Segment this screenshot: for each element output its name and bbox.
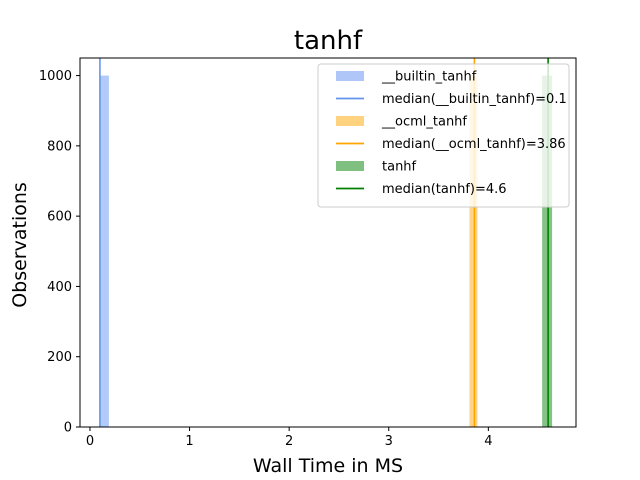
y-tick-label-5: 1000 xyxy=(39,69,72,84)
y-tick-label-4: 800 xyxy=(47,139,72,154)
histogram-bar-2-0 xyxy=(469,75,478,428)
x-tick-label-2: 2 xyxy=(285,434,293,449)
y-tick-label-1: 200 xyxy=(47,350,72,365)
legend-swatch-0 xyxy=(336,71,364,81)
legend-label-5: median(tanhf)=4.6 xyxy=(382,182,507,197)
legend-box xyxy=(317,63,570,208)
x-tick-label-4: 4 xyxy=(484,434,492,449)
histogram-bar-0-0 xyxy=(99,75,109,428)
x-tick-label-0: 0 xyxy=(86,434,94,449)
x-tick-label-3: 3 xyxy=(385,434,393,449)
y-axis-title: Observations xyxy=(9,182,31,308)
histogram-bar-4-0 xyxy=(542,75,553,428)
y-tick-label-2: 400 xyxy=(47,280,72,295)
legend-label-2: __ocml_tanhf xyxy=(381,115,467,130)
legend-label-4: tanhf xyxy=(382,160,417,175)
x-axis: 0 1 2 3 4 xyxy=(86,427,492,449)
legend-label-3: median(__ocml_tanhf)=3.86 xyxy=(382,137,566,152)
legend-label-0: __builtin_tanhf xyxy=(381,70,477,85)
axes-frame xyxy=(79,57,577,428)
x-tick-label-1: 1 xyxy=(185,434,193,449)
legend-swatch-4 xyxy=(336,161,364,171)
legend-label-1: median(__builtin_tanhf)=0.1 xyxy=(382,92,567,107)
x-axis-title: Wall Time in MS xyxy=(253,455,403,477)
chart-title: tanhf xyxy=(294,26,363,56)
y-tick-label-3: 600 xyxy=(47,210,72,225)
legend: __builtin_tanhf median(__builtin_tanhf)=0… xyxy=(317,63,570,208)
y-tick-label-0: 0 xyxy=(64,421,72,436)
legend-swatch-2 xyxy=(336,116,364,126)
y-axis: 0 200 400 600 800 1000 xyxy=(39,69,80,436)
